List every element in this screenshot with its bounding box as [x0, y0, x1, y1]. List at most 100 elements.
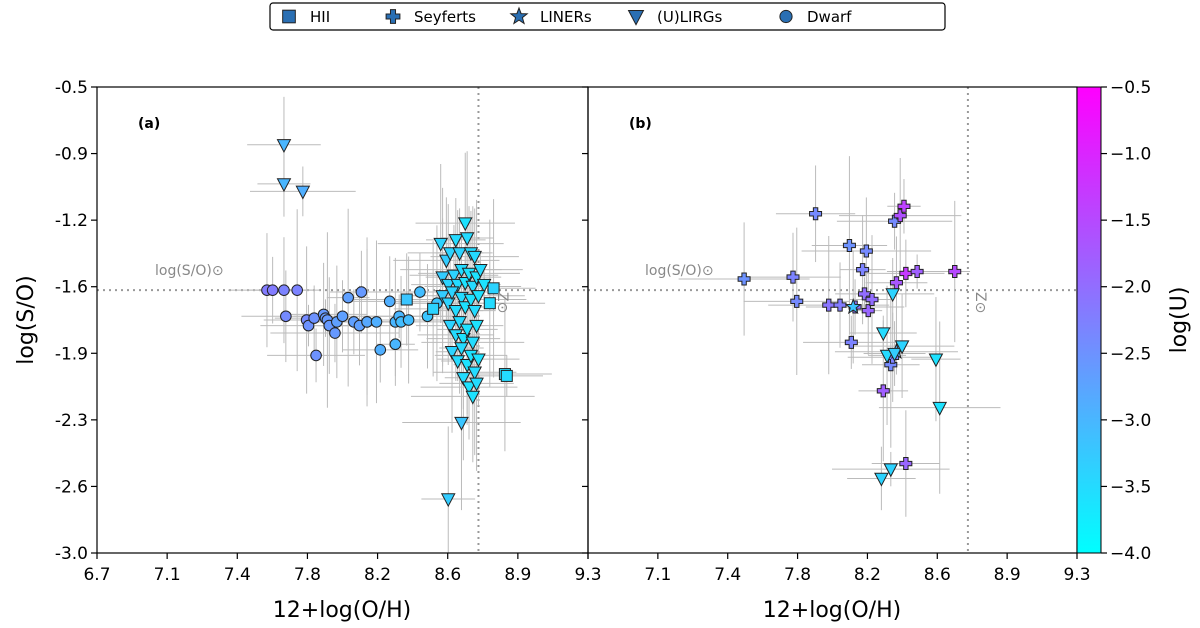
panel-a-label: (a)	[138, 116, 160, 132]
point-u-lirgs-a	[452, 247, 467, 262]
point-u-lirgs-a	[448, 304, 464, 319]
point-seyferts-b	[844, 335, 858, 349]
point-seyferts-b	[876, 384, 890, 398]
colorbar-tick-label: −0.5	[1110, 78, 1151, 98]
x-axis-label-a: 12+log(O/H)	[273, 598, 411, 623]
point-u-lirgs-a	[461, 381, 477, 396]
point-dwarf-a	[336, 310, 349, 323]
point-u-lirgs-a	[448, 234, 464, 249]
legend-label: Dwarf	[807, 8, 852, 26]
legend-marker-star	[509, 6, 529, 25]
panel-b: (b) log(S/O)⊙ Z⊙ 7.1 7.4 7.8 8.2 8.6 8.9 9.3	[587, 86, 1091, 585]
point-seyferts-b	[893, 209, 907, 223]
point-seyferts-b	[737, 272, 751, 286]
point-u-lirgs-a	[469, 377, 484, 392]
y-tick-label: -1.6	[55, 278, 88, 298]
legend-box	[269, 2, 946, 31]
x-tick-label: 8.6	[924, 565, 951, 585]
x-axis-label-b: 12+log(O/H)	[763, 598, 901, 623]
colorbar-tick-label: −2.0	[1110, 278, 1151, 298]
point-u-lirgs-a	[476, 278, 492, 293]
point-seyferts-b	[786, 270, 800, 284]
point-u-lirgs-a	[456, 372, 471, 387]
point-dwarf-a	[278, 284, 290, 296]
point-seyferts-b	[833, 298, 847, 312]
colorbar-tick-label: −1.5	[1110, 211, 1151, 231]
y-tick-label: -3.0	[55, 544, 88, 564]
x-tick-label: 7.1	[644, 565, 671, 585]
point-seyferts-b	[899, 457, 913, 471]
x-tick-label: 8.2	[364, 565, 391, 585]
point-u-lirgs-b	[885, 288, 901, 303]
point-hii-a	[483, 297, 496, 310]
legend-label: HII	[310, 8, 330, 26]
point-u-lirgs-a	[467, 304, 483, 319]
point-u-lirgs-a	[454, 342, 469, 357]
y-tick-label: -0.9	[55, 145, 88, 165]
panel-a-solar-so-label: log(S/O)⊙	[155, 263, 224, 279]
point-dwarf-a	[355, 286, 368, 298]
x-tick-label: 7.1	[154, 565, 181, 585]
x-tick-label: 8.9	[504, 565, 531, 585]
point-u-lirgs-b	[887, 347, 902, 362]
x-tick-label: 7.8	[294, 565, 321, 585]
point-u-lirgs-a	[442, 319, 458, 334]
point-u-lirgs-a	[435, 271, 450, 286]
x-tick-label: 7.4	[224, 565, 251, 585]
point-u-lirgs-b	[932, 401, 948, 416]
point-dwarf-a	[310, 349, 322, 362]
point-dwarf-a	[329, 327, 341, 339]
panel-a: (a) log(S/O)⊙ Z⊙ -3.0 -2.6 -2.3 -1.9 -1.6 -1.…	[55, 78, 602, 585]
point-seyferts-b	[856, 263, 870, 277]
legend-marker-circle	[779, 9, 793, 24]
point-u-lirgs-a	[459, 232, 475, 247]
point-dwarf-a	[280, 310, 292, 323]
point-u-lirgs-a	[444, 345, 460, 360]
point-u-lirgs-a	[433, 237, 449, 252]
legend-marker-square	[282, 9, 296, 24]
point-hii-a	[400, 293, 413, 306]
colorbar-tick-label: −3.0	[1110, 411, 1151, 431]
legend-marker-plus	[385, 9, 401, 24]
point-seyferts-b	[861, 304, 875, 318]
point-dwarf-a	[414, 286, 426, 298]
point-u-lirgs-a	[457, 301, 473, 316]
legend-label: LINERs	[540, 8, 592, 26]
point-u-lirgs-a	[469, 319, 484, 334]
y-tick-label: -2.3	[55, 411, 88, 431]
y-tick-label: -0.5	[55, 78, 88, 98]
point-u-lirgs-a	[440, 493, 456, 508]
panel-b-solar-so-label: log(S/O)⊙	[645, 263, 714, 279]
point-u-lirgs-a	[463, 293, 479, 308]
y-tick-label: -1.9	[55, 344, 88, 364]
point-dwarf-a	[342, 291, 354, 304]
point-seyferts-b	[809, 207, 823, 221]
point-u-lirgs-b	[874, 472, 889, 487]
x-tick-label: 8.6	[434, 565, 461, 585]
x-tick-label: 9.3	[574, 565, 601, 585]
point-u-lirgs-a	[450, 355, 466, 370]
point-u-lirgs-a	[435, 290, 450, 304]
point-seyferts-b	[859, 244, 873, 258]
panel-b-solar-z-label: Z⊙	[972, 292, 988, 313]
point-u-lirgs-a	[471, 353, 486, 368]
colorbar: −0.5 −1.0 −1.5 −2.0 −2.5 −3.0 −3.5 −4.0 log(U)	[1076, 78, 1192, 564]
point-u-lirgs-a	[459, 323, 475, 338]
point-liners-b	[844, 298, 862, 315]
point-u-lirgs-a	[440, 278, 456, 293]
panel-b-frame	[587, 86, 1078, 554]
y-tick-label: -1.2	[55, 211, 88, 231]
point-dwarf-a	[291, 284, 303, 296]
legend-label: (U)LIRGs	[657, 8, 723, 26]
x-tick-label: 7.8	[784, 565, 811, 585]
x-tick-label: 6.7	[83, 565, 110, 585]
point-u-lirgs-a	[457, 217, 473, 232]
point-seyferts-b	[948, 265, 962, 279]
markers-a	[261, 139, 513, 508]
colorbar-tick-label: −1.0	[1110, 145, 1151, 165]
point-dwarf-a	[374, 344, 387, 356]
colorbar-gradient	[1076, 86, 1102, 554]
point-seyferts-b	[899, 266, 913, 280]
colorbar-label: log(U)	[1167, 287, 1192, 354]
